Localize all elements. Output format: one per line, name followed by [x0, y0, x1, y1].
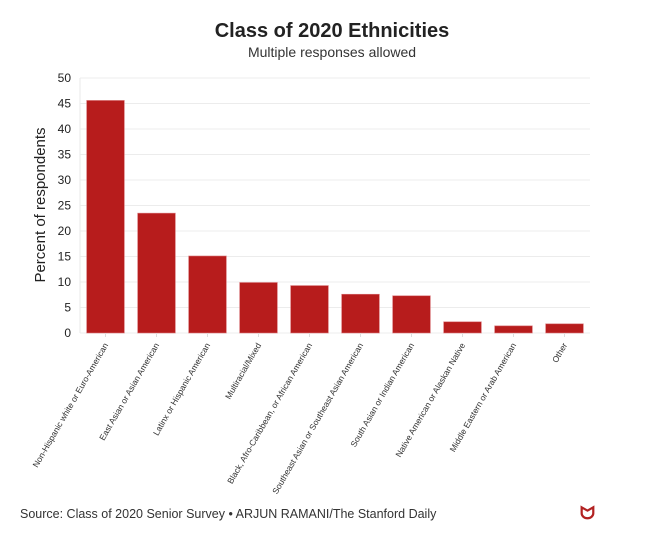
x-tick-label: Other — [550, 341, 569, 365]
bar-chart: Class of 2020 Ethnicities Multiple respo… — [30, 20, 590, 496]
x-tick-label: East Asian or Asian American — [97, 341, 161, 442]
bar — [545, 323, 584, 334]
source-note: Source: Class of 2020 Senior Survey • AR… — [20, 507, 437, 521]
x-tick-label: Black, Afro-Caribbean, or African Americ… — [225, 341, 314, 486]
chart-subtitle: Multiple responses allowed — [248, 44, 416, 60]
y-tick-label: 50 — [58, 71, 72, 85]
x-tick-label: Southeast Asian or Southeast Asian Ameri… — [270, 341, 365, 496]
y-tick-label: 35 — [58, 148, 72, 162]
y-tick-label: 25 — [58, 199, 72, 213]
chart-title: Class of 2020 Ethnicities — [215, 20, 450, 42]
y-tick-label: 30 — [58, 173, 72, 187]
bar — [188, 255, 227, 334]
x-tick-label: Multiracial/Mixed — [223, 341, 263, 401]
y-tick-label: 20 — [58, 224, 72, 238]
bar — [341, 293, 380, 334]
y-tick-label: 40 — [58, 122, 72, 136]
y-tick-label: 15 — [58, 250, 72, 264]
x-tick-label: Latinx or Hispanic American — [151, 341, 212, 437]
y-tick-label: 45 — [58, 97, 72, 111]
y-tick-label: 5 — [64, 301, 71, 315]
bar — [290, 285, 329, 334]
y-tick-label: 0 — [64, 326, 71, 340]
bar — [86, 100, 125, 334]
bar — [443, 321, 482, 334]
x-tick-label: Non-Hispanic white or Euro-American — [30, 341, 110, 469]
y-axis-label: Percent of respondents — [32, 127, 49, 282]
bar — [137, 212, 176, 334]
bar — [494, 325, 533, 334]
y-tick-label: 10 — [58, 275, 72, 289]
bar — [392, 295, 431, 334]
bar — [239, 282, 278, 334]
stanford-daily-logo: ᗢ — [580, 503, 595, 524]
